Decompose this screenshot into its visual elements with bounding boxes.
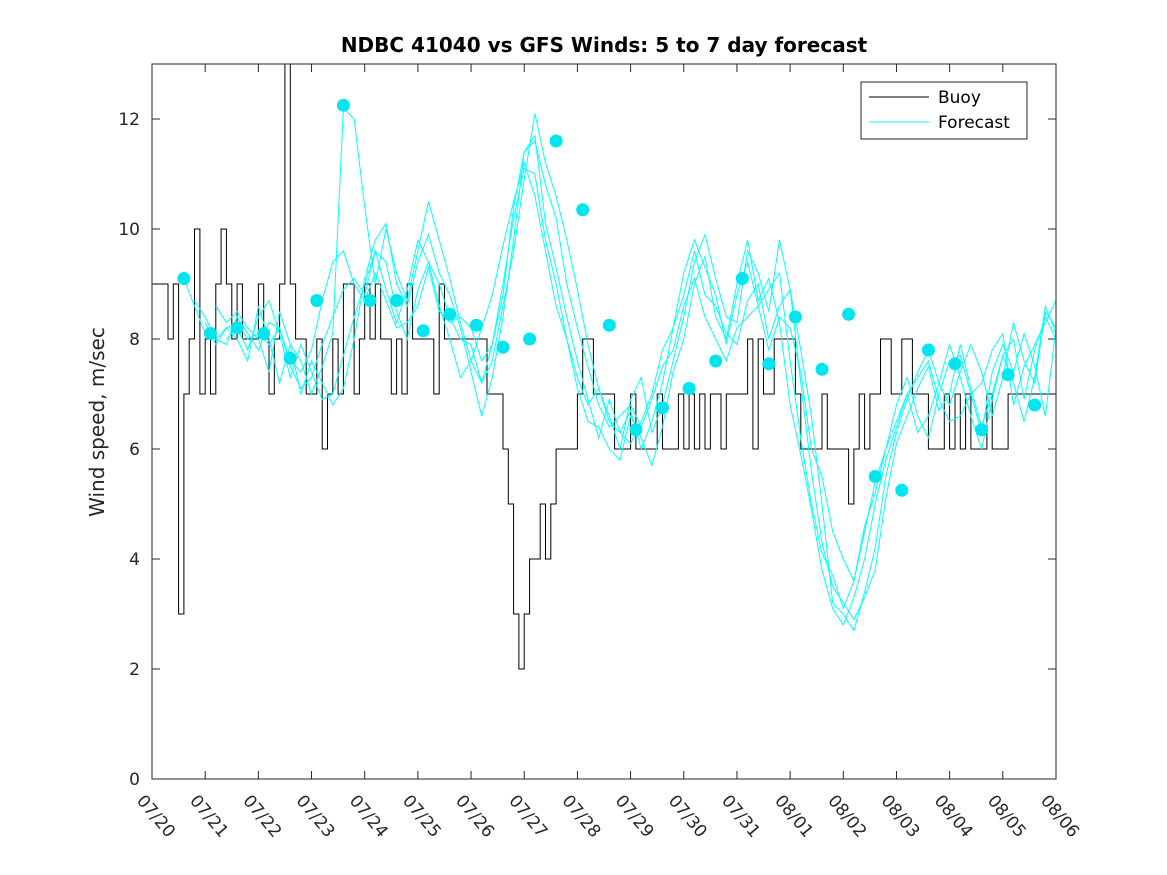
y-tick-label: 10	[118, 220, 140, 240]
forecast-marker	[177, 272, 191, 285]
forecast-marker	[815, 362, 829, 376]
forecast-line-2	[194, 113, 1057, 632]
y-tick-label: 6	[129, 440, 140, 460]
forecast-marker	[921, 343, 935, 357]
forecast-marker	[523, 332, 537, 346]
forecast-line-3	[204, 106, 1057, 621]
legend-forecast-label: Forecast	[938, 113, 1010, 133]
forecast-marker	[788, 310, 802, 324]
forecast-marker	[257, 327, 271, 340]
y-tick-label: 4	[129, 550, 140, 570]
forecast-marker	[496, 340, 510, 354]
forecast-series	[183, 106, 1057, 632]
forecast-marker	[390, 294, 404, 307]
y-axis-ticks: 0 2 4 6 8 10 12	[118, 110, 1056, 790]
legend: Buoy Forecast	[860, 81, 1028, 140]
buoy-line	[152, 63, 1056, 670]
forecast-marker	[735, 272, 749, 285]
y-tick-label: 2	[129, 660, 140, 680]
y-tick-label: 8	[129, 330, 140, 350]
y-tick-label: 12	[118, 110, 140, 130]
forecast-markers	[177, 98, 1042, 497]
forecast-marker	[762, 357, 776, 371]
y-tick-label: 0	[129, 770, 140, 790]
forecast-marker	[948, 357, 962, 371]
forecast-marker	[416, 324, 430, 338]
legend-box	[860, 81, 1028, 140]
forecast-marker	[975, 423, 989, 437]
forecast-marker	[656, 401, 669, 415]
forecast-marker	[895, 483, 909, 497]
forecast-marker	[709, 354, 723, 368]
forecast-marker	[443, 307, 457, 321]
forecast-marker	[868, 470, 882, 483]
buoy-series	[152, 63, 1056, 670]
forecast-marker	[1001, 368, 1015, 382]
forecast-marker	[842, 307, 856, 321]
forecast-marker	[469, 318, 483, 332]
y-axis-label: Wind speed, m/sec	[85, 327, 109, 517]
forecast-marker	[629, 423, 643, 437]
forecast-marker	[682, 382, 696, 395]
plot-area-frame	[151, 63, 1057, 780]
forecast-marker	[549, 134, 563, 148]
forecast-marker	[204, 327, 217, 340]
forecast-marker	[363, 294, 377, 307]
forecast-marker	[310, 294, 324, 307]
chart-title: NDBC 41040 vs GFS Winds: 5 to 7 day fore…	[341, 33, 868, 57]
forecast-line-5	[226, 161, 1057, 627]
forecast-marker	[336, 98, 350, 112]
forecast-marker	[576, 203, 590, 217]
forecast-marker	[230, 321, 244, 335]
forecast-marker	[283, 351, 297, 365]
forecast-marker	[1028, 398, 1042, 412]
legend-buoy-label: Buoy	[938, 88, 981, 108]
forecast-marker	[602, 318, 616, 332]
